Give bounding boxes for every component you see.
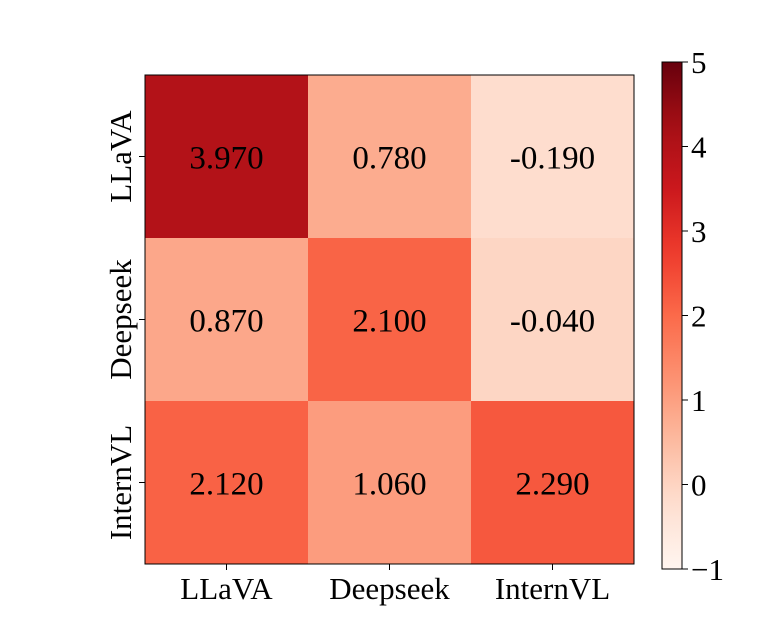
x-tick-label: LLaVA <box>180 571 273 606</box>
colorbar-tick-label: 0 <box>691 468 707 503</box>
heatmap-axes: LLaVA Deepseek InternVL LLaVA Deepseek Intern… <box>103 110 610 606</box>
cell-value-label: 1.060 <box>352 467 426 503</box>
heatmap-cell-2-0 <box>145 401 309 565</box>
heatmap-cell-0-0 <box>145 75 309 239</box>
heatmap-cell-1-2 <box>471 238 635 402</box>
x-tick-label: Deepseek <box>329 571 450 606</box>
heatmap-cell-1-1 <box>308 238 472 402</box>
heatmap-cell-1-0 <box>145 238 309 402</box>
cell-value-label: -0.190 <box>510 141 595 177</box>
cell-value-label: 2.100 <box>352 304 426 340</box>
x-tick-label: InternVL <box>495 571 610 606</box>
colorbar-tick-label: 3 <box>691 214 707 249</box>
heatmap-cell-0-1 <box>308 75 472 239</box>
cell-value-label: 2.290 <box>515 467 589 503</box>
y-tick-label: LLaVA <box>103 110 138 203</box>
colorbar-gradient <box>661 61 683 570</box>
y-tick-label: Deepseek <box>103 259 138 380</box>
colorbar-tick-label: −1 <box>691 552 724 587</box>
colorbar-tick-label: 1 <box>691 383 707 418</box>
heatmap-cells: 3.970 0.780 -0.190 0.870 2.100 -0.040 2.120 1.0… <box>145 75 635 565</box>
cell-value-label: 2.120 <box>189 467 263 503</box>
colorbar-tick-label: 4 <box>691 130 707 165</box>
colorbar-tick-label: 2 <box>691 299 707 334</box>
cell-value-label: 0.780 <box>352 141 426 177</box>
y-tick-label: InternVL <box>103 425 138 540</box>
heatmap-cell-0-2 <box>471 75 635 239</box>
heatmap-cell-2-1 <box>308 401 472 565</box>
colorbar-tick-label: 5 <box>691 45 707 80</box>
cell-value-label: 3.970 <box>189 141 263 177</box>
cell-value-label: 0.870 <box>189 304 263 340</box>
colorbar: −1 0 1 2 3 4 5 <box>661 45 724 587</box>
cell-value-label: -0.040 <box>510 304 595 340</box>
heatmap-cell-2-2 <box>471 401 635 565</box>
